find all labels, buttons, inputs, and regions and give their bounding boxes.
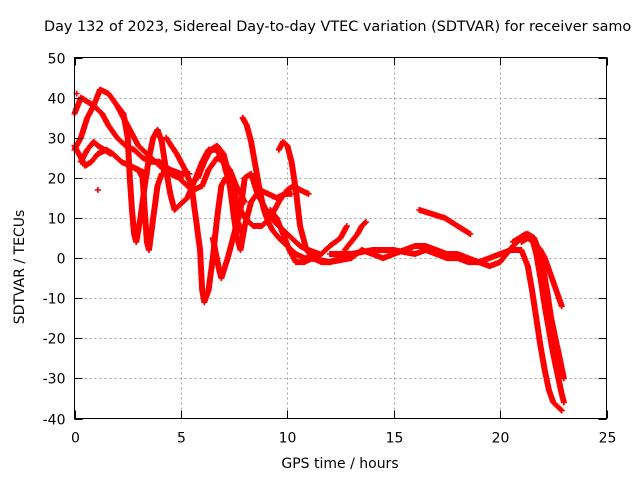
x-tick-label: 0 — [71, 431, 80, 447]
y-tick-label: 10 — [48, 212, 66, 228]
y-tick-label: 20 — [48, 172, 66, 188]
series-markers — [518, 235, 565, 310]
y-tick-label: 30 — [48, 132, 66, 148]
x-tick-label: 10 — [279, 431, 297, 447]
series-track-n — [326, 247, 565, 414]
axis-ticks: -40 -30 -20 -10 0 10 20 30 40 50 0 5 10 15 20 25 — [43, 52, 617, 447]
series-track-p — [518, 235, 565, 310]
chart-title: Day 132 of 2023, Sidereal Day-to-day VTE… — [44, 19, 632, 35]
y-tick-label: 50 — [48, 52, 66, 68]
y-tick-label: -10 — [43, 292, 66, 308]
series-markers — [163, 134, 312, 306]
series-track-d — [77, 138, 114, 165]
series-track-j — [239, 114, 325, 262]
series-track-g — [163, 134, 312, 306]
x-tick-label: 25 — [599, 431, 617, 447]
series-markers — [416, 206, 474, 237]
y-tick-label: -30 — [43, 372, 66, 388]
x-tick-label: 20 — [492, 431, 510, 447]
y-tick-label: -20 — [43, 332, 66, 348]
series-markers — [341, 219, 369, 253]
series-track-q — [416, 206, 474, 237]
series-markers — [77, 138, 114, 165]
y-tick-label: -40 — [43, 413, 66, 429]
series-track-i — [209, 170, 323, 282]
data-points — [71, 86, 567, 414]
series-markers — [73, 90, 150, 233]
x-tick-label: 15 — [386, 431, 404, 447]
series-markers — [267, 206, 350, 266]
series-track-l — [267, 206, 350, 266]
y-tick-label: 40 — [48, 92, 66, 108]
plot-frame — [74, 57, 607, 419]
series-markers — [209, 170, 323, 282]
x-axis-label: GPS time / hours — [281, 456, 399, 472]
series-markers — [239, 114, 325, 262]
series-track-h — [194, 142, 295, 253]
series-track-r — [341, 219, 369, 253]
series-markers — [194, 142, 295, 253]
series-markers — [326, 247, 565, 414]
y-tick-label: 0 — [57, 252, 66, 268]
series-isolated — [73, 90, 150, 233]
x-tick-label: 5 — [177, 431, 186, 447]
